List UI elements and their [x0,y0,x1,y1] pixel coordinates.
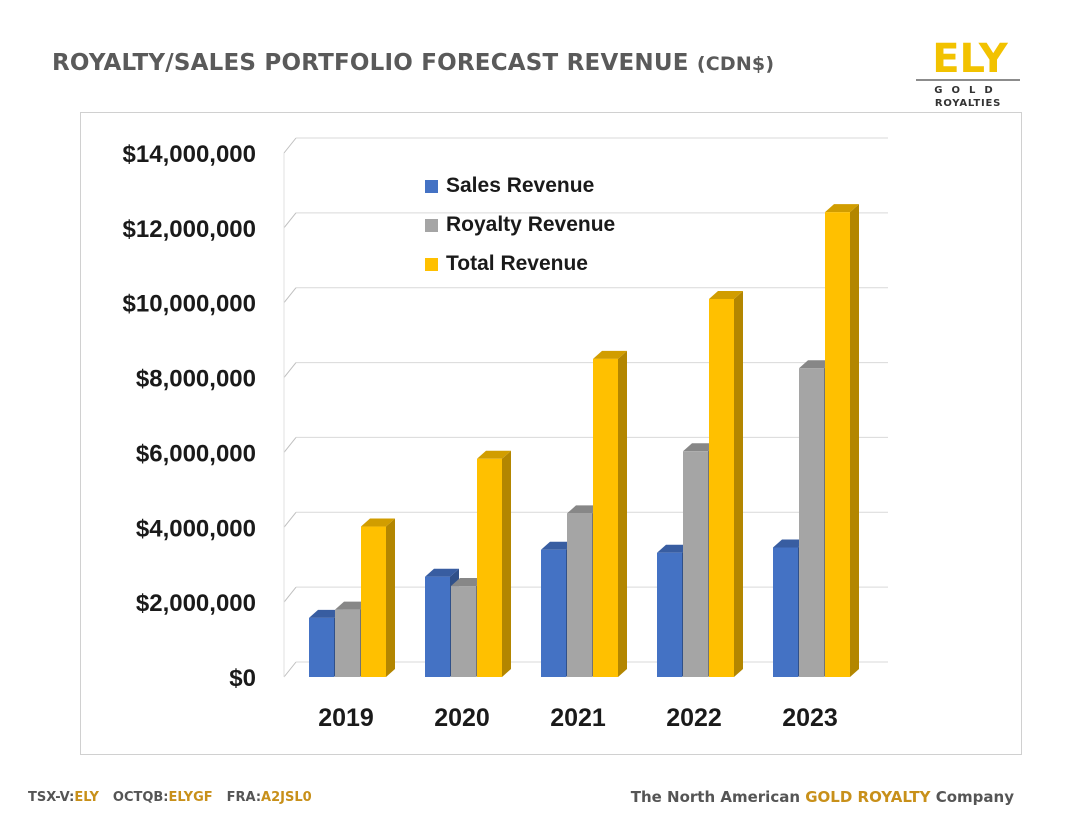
gridline-side [283,511,297,528]
x-tick-label: 2020 [434,704,490,732]
title-unit: (CDN$) [696,53,775,75]
y-tick-label: $2,000,000 [136,590,256,617]
x-tick-label: 2022 [666,704,722,732]
fra-value: A2JSL0 [261,790,312,805]
gridline-side [283,437,297,453]
tsx-label: TSX-V: [28,790,75,805]
logo-rule [916,79,1020,81]
y-tick-label: $6,000,000 [136,440,256,467]
chart-frame [80,112,1022,755]
ely-logo-mark: ELY [932,38,1009,76]
tsx-value: ELY [74,790,99,805]
company-tagline: The North American GOLD ROYALTY Company [631,788,1014,806]
otc-value: ELYGF [168,790,213,805]
x-axis-ticks: 2019 2020 2021 2022 2023 [318,704,838,732]
ticker-symbols: TSX-V:ELY OCTQB:ELYGF FRA:A2JSL0 [28,790,312,805]
bar [477,450,511,677]
gridline-side [283,287,297,304]
logo-mark-text: ELY [932,38,1009,76]
logo-gold-text: GOLD [934,85,1002,96]
gridline-side [283,137,297,154]
legend-swatch [425,180,438,193]
legend-swatch [425,258,438,271]
bar [825,204,859,677]
gridline-side [283,661,297,678]
y-tick-label: $8,000,000 [136,366,256,393]
bar [709,290,743,677]
y-axis-ticks: $0 $2,000,000 $4,000,000 $6,000,000 $8,000,0… [123,141,256,692]
gridline-side [283,362,297,378]
legend-swatch [425,219,438,232]
legend-label: Royalty Revenue [446,213,615,236]
tagline-prefix: The North American [630,788,806,806]
legend-label: Total Revenue [446,252,588,275]
x-tick-label: 2023 [782,704,838,732]
y-tick-label: $4,000,000 [136,515,256,542]
logo-royalties-text: ROYALTIES [934,98,1002,109]
fra-label: FRA: [226,790,262,805]
legend-label: Sales Revenue [446,174,594,197]
gridline-side [283,212,297,229]
tagline-suffix: Company [930,788,1014,806]
tagline-highlight: GOLD ROYALTY [805,788,931,806]
x-tick-label: 2019 [318,704,374,732]
legend: Sales Revenue Royalty Revenue Total Revenu… [425,174,615,275]
bar [593,350,627,677]
title-main: ROYALTY/SALES PORTFOLIO FORECAST REVENUE [52,50,689,76]
bar [361,518,395,677]
y-tick-label: $14,000,000 [123,141,256,168]
otc-label: OCTQB: [112,790,169,805]
y-tick-label: $12,000,000 [123,216,256,243]
page-title: ROYALTY/SALES PORTFOLIO FORECAST REVENUE… [52,50,774,76]
bars [309,204,859,677]
y-tick-label: $10,000,000 [123,291,256,318]
company-logo: ELY GOLD ROYALTIES [914,38,1026,110]
x-tick-label: 2021 [550,704,606,732]
y-tick-label: $0 [229,665,256,692]
gridline-side [283,586,297,603]
